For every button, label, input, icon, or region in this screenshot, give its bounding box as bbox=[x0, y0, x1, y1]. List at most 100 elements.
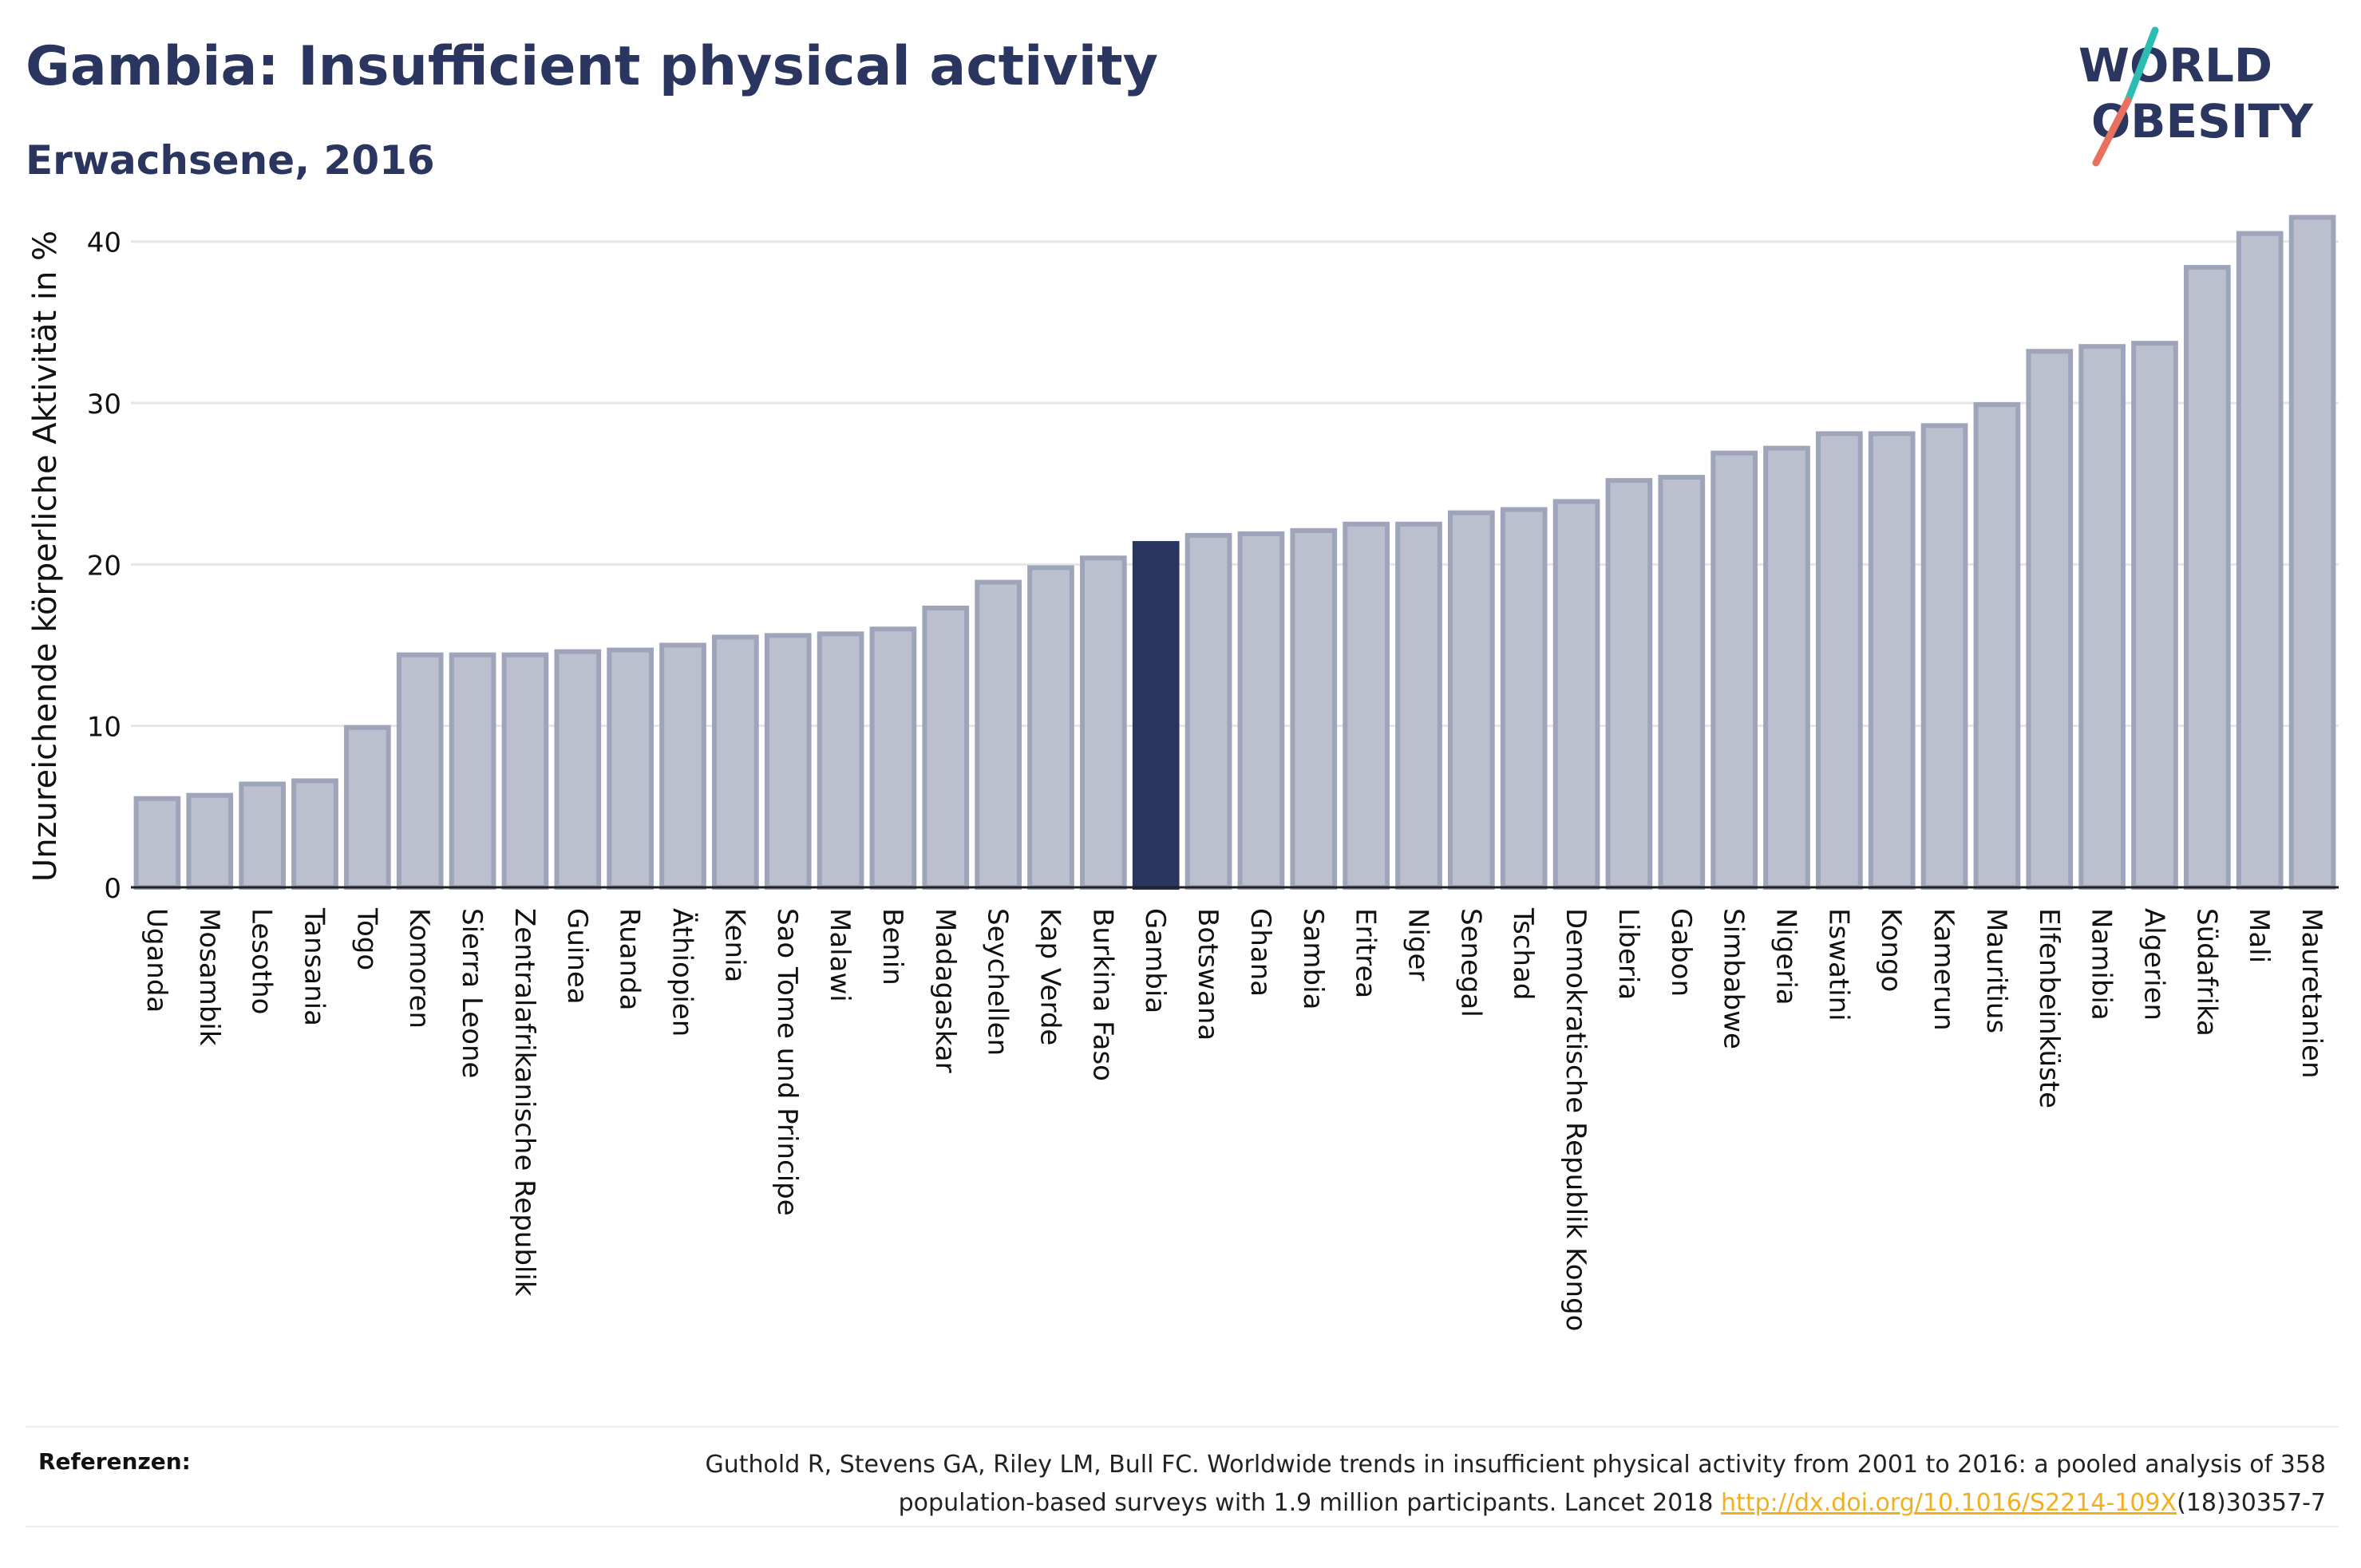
x-tick-label: Senegal bbox=[1454, 908, 1486, 1017]
x-tick-label: Äthiopien bbox=[666, 908, 698, 1037]
logo-world-text: WORLD bbox=[2078, 38, 2272, 93]
references-bottom-divider bbox=[26, 1526, 2339, 1527]
y-tick-label: 20 bbox=[87, 550, 121, 582]
x-tick-label: Kamerun bbox=[1928, 908, 1960, 1031]
bar-komoren bbox=[396, 652, 444, 891]
x-tick-label: Sao Tome und Principe bbox=[771, 908, 803, 1216]
x-tick-label: Kenia bbox=[718, 908, 750, 982]
reference-line-2-prefix: population-based surveys with 1.9 millio… bbox=[898, 1489, 1722, 1517]
bar-tansania bbox=[291, 778, 338, 890]
bar-ruanda bbox=[607, 647, 654, 891]
bar-mauritius bbox=[1973, 402, 2021, 890]
chart-title: Gambia: Insufficient physical activity bbox=[26, 35, 1158, 98]
x-tick-label: Burkina Faso bbox=[1086, 908, 1118, 1081]
x-tick-label: Madagaskar bbox=[929, 908, 961, 1073]
x-tick-label: Komoren bbox=[403, 908, 435, 1029]
bar-eswatini bbox=[1816, 431, 1863, 890]
bar-zentralafrikanische-republik bbox=[501, 652, 549, 891]
x-tick-label: Simbabwe bbox=[1718, 908, 1750, 1049]
logo-slash-coral bbox=[2092, 97, 2132, 167]
x-tick-label: Ruanda bbox=[614, 908, 646, 1010]
x-tick-label: Tansania bbox=[299, 907, 330, 1026]
x-tick-label: Sambia bbox=[1297, 908, 1329, 1009]
bar-seychellen bbox=[975, 579, 1022, 891]
x-tick-label: Namibia bbox=[2086, 908, 2118, 1021]
y-axis-label: Unzureichende körperliche Aktivität in % bbox=[27, 231, 64, 882]
x-tick-label: Mauretanien bbox=[2296, 908, 2327, 1079]
bar-niger bbox=[1395, 521, 1442, 890]
bar-südafrika bbox=[2184, 265, 2231, 890]
chart-subtitle: Erwachsene, 2016 bbox=[26, 137, 435, 184]
reference-line-1: Guthold R, Stevens GA, Riley LM, Bull FC… bbox=[705, 1451, 2326, 1479]
bar-burkina-faso bbox=[1080, 555, 1127, 890]
x-tick-label: Südafrika bbox=[2190, 908, 2222, 1037]
bar-namibia bbox=[2078, 344, 2126, 890]
x-tick-label: Sierra Leone bbox=[456, 908, 488, 1078]
bar-mali bbox=[2236, 231, 2284, 890]
bar-kap-verde bbox=[1027, 565, 1074, 890]
bar-botswana bbox=[1184, 532, 1232, 890]
bar-eritrea bbox=[1343, 521, 1390, 890]
reference-line-2-suffix: (18)30357-7 bbox=[2177, 1489, 2326, 1517]
x-tick-label: Kongo bbox=[1875, 908, 1907, 992]
x-tick-label: Eswatini bbox=[1822, 908, 1854, 1021]
bar-gabon bbox=[1658, 475, 1706, 890]
bar-senegal bbox=[1448, 510, 1495, 891]
x-tick-label: Eritrea bbox=[1350, 908, 1382, 998]
bar-mosambik bbox=[186, 792, 234, 891]
bar-elfenbeinküste bbox=[2026, 349, 2074, 891]
bar-kamerun bbox=[1920, 423, 1968, 890]
x-tick-label: Zentralafrikanische Republik bbox=[508, 908, 540, 1297]
x-tick-label: Gambia bbox=[1139, 908, 1171, 1013]
bar-nigeria bbox=[1763, 445, 1810, 890]
bar-algerien bbox=[2131, 341, 2178, 890]
logo-slash-teal bbox=[2124, 26, 2159, 105]
x-tick-label: Guinea bbox=[561, 908, 593, 1005]
x-tick-label: Botswana bbox=[1192, 908, 1224, 1041]
y-tick-label: 0 bbox=[104, 873, 121, 905]
x-tick-label: Seychellen bbox=[982, 908, 1014, 1056]
bar-sierra-leone bbox=[449, 652, 496, 891]
x-tick-label: Niger bbox=[1402, 908, 1434, 981]
bar-sao-tome-und-principe bbox=[764, 633, 812, 890]
references-text: Guthold R, Stevens GA, Riley LM, Bull FC… bbox=[570, 1446, 2326, 1523]
bar-demokratische-republik-kongo bbox=[1552, 499, 1600, 890]
x-tick-label: Nigeria bbox=[1770, 908, 1802, 1005]
references-top-divider bbox=[26, 1426, 2339, 1428]
bar-kenia bbox=[712, 634, 759, 890]
world-obesity-logo: WORLD OBESITY bbox=[2078, 26, 2314, 167]
references-label: Referenzen: bbox=[38, 1448, 191, 1475]
bar-kongo bbox=[1868, 431, 1916, 890]
x-tick-label: Mauritius bbox=[1980, 908, 2012, 1033]
bar-guinea bbox=[554, 649, 602, 891]
reference-doi-link[interactable]: http://dx.doi.org/10.1016/S2214-109X bbox=[1721, 1489, 2177, 1517]
bar-lesotho bbox=[239, 781, 286, 891]
bar-chart: 0 10 20 30 40 Uganda Mosambik Lesotho Tansania To… bbox=[27, 215, 2339, 1331]
bar-liberia bbox=[1605, 478, 1653, 890]
x-tick-label: Ghana bbox=[1244, 908, 1276, 997]
x-tick-label: Demokratische Republik Kongo bbox=[1560, 908, 1592, 1331]
bar-uganda bbox=[133, 796, 181, 891]
bar-benin bbox=[869, 626, 917, 890]
bar-sambia bbox=[1290, 527, 1338, 890]
bar-simbabwe bbox=[1710, 450, 1758, 890]
x-tick-label: Elfenbeinküste bbox=[2033, 908, 2065, 1108]
x-tick-label: Benin bbox=[876, 908, 908, 985]
x-tick-label: Liberia bbox=[1612, 908, 1644, 1000]
x-tick-label: Kap Verde bbox=[1034, 908, 1066, 1045]
bar-ghana bbox=[1237, 531, 1285, 890]
bar-togo bbox=[344, 725, 391, 891]
bar-madagaskar bbox=[922, 605, 970, 890]
x-tick-label: Malawi bbox=[824, 908, 856, 1002]
bar-mauretanien bbox=[2288, 215, 2336, 891]
bar-gambia bbox=[1132, 541, 1180, 890]
y-tick-label: 10 bbox=[87, 712, 121, 744]
x-tick-label: Algerien bbox=[2138, 908, 2170, 1021]
x-tick-label: Lesotho bbox=[246, 908, 278, 1014]
bar-tschad bbox=[1500, 507, 1548, 891]
x-tick-label: Tschad bbox=[1507, 907, 1539, 1001]
y-tick-label: 30 bbox=[87, 389, 121, 421]
x-tick-label: Mali bbox=[2243, 908, 2275, 963]
x-tick-label: Gabon bbox=[1665, 908, 1697, 997]
bar-malawi bbox=[817, 631, 864, 890]
